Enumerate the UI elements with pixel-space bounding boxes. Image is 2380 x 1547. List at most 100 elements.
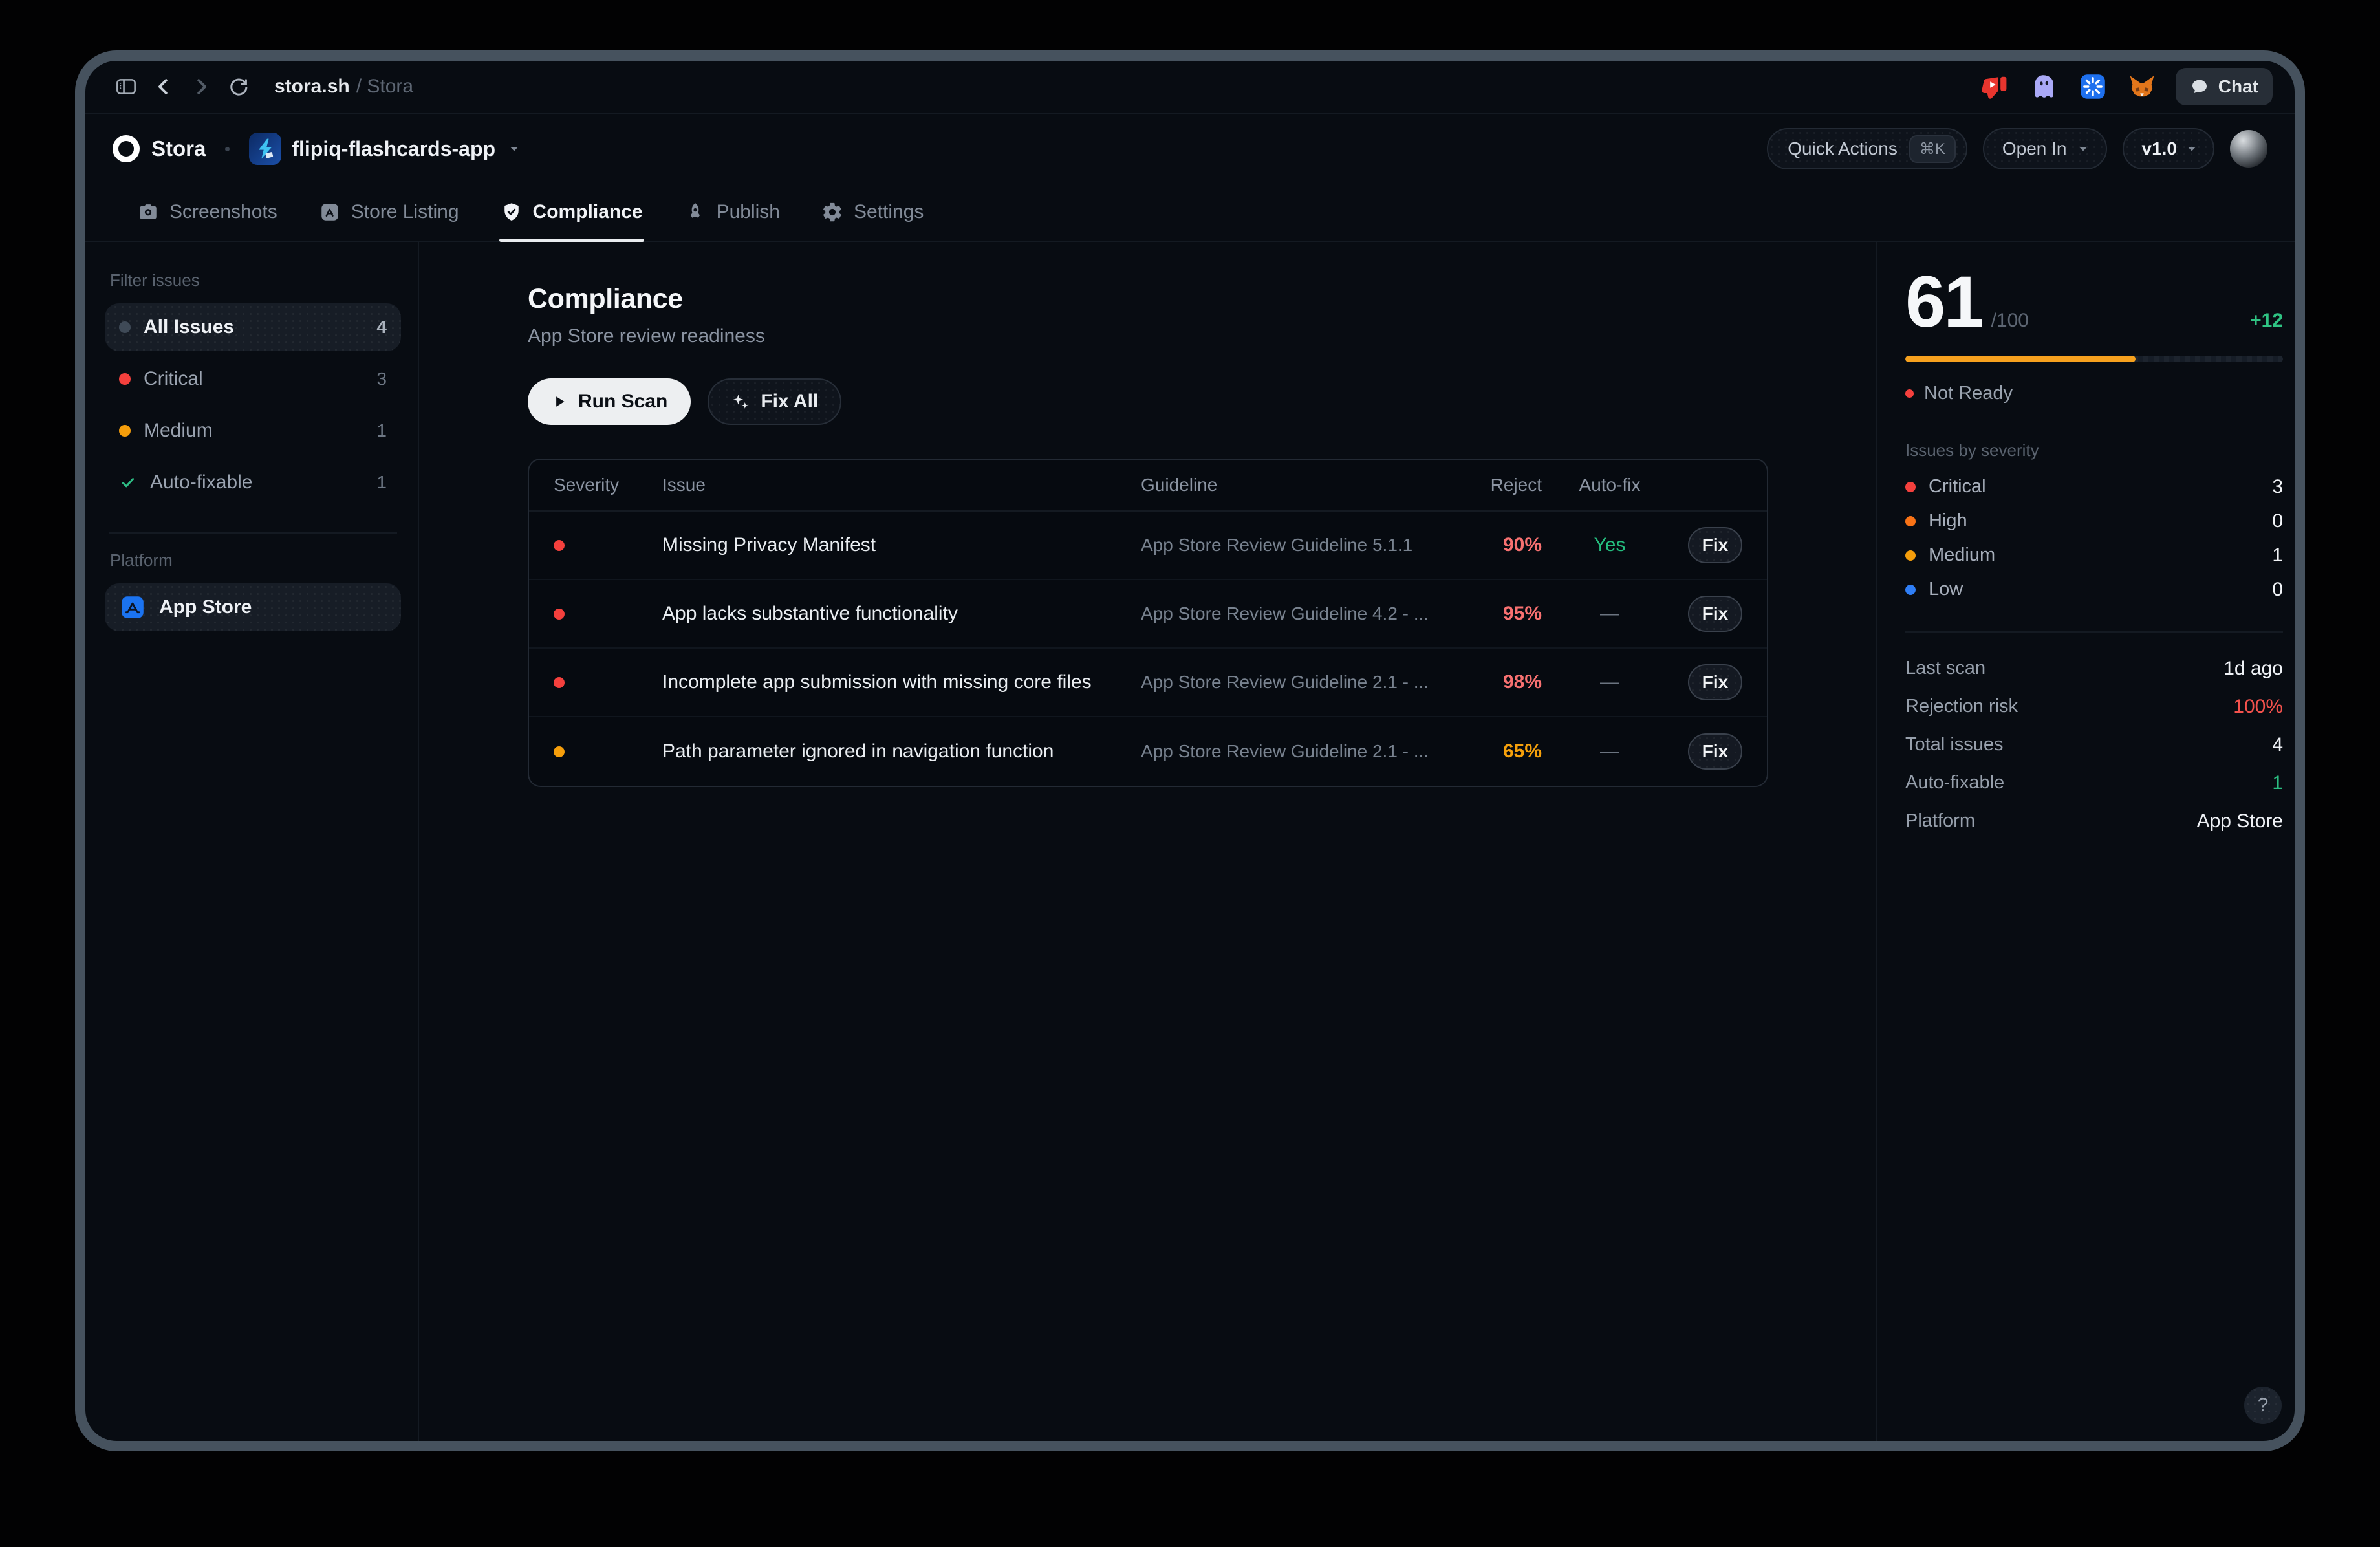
table-header: Severity Issue Guideline Reject Auto-fix bbox=[529, 460, 1767, 512]
fix-button[interactable]: Fix bbox=[1688, 664, 1742, 700]
severity-dot bbox=[554, 746, 565, 757]
run-scan-button[interactable]: Run Scan bbox=[528, 378, 691, 425]
table-row[interactable]: Missing Privacy Manifest App Store Revie… bbox=[529, 512, 1767, 580]
severity-dot bbox=[1905, 515, 1916, 526]
score-max: /100 bbox=[1991, 310, 2029, 331]
filter-item-critical[interactable]: Critical 3 bbox=[105, 355, 401, 403]
toolbar-right: Chat bbox=[1979, 68, 2273, 105]
stat-value: 1 bbox=[2272, 772, 2283, 794]
filter-item-label: Auto-fixable bbox=[150, 471, 253, 493]
sidebar-toggle-button[interactable] bbox=[107, 68, 145, 105]
brand-name: Stora bbox=[151, 136, 206, 160]
stat-value: 1d ago bbox=[2223, 657, 2283, 679]
chevron-down-icon bbox=[506, 140, 523, 157]
issues-table: Severity Issue Guideline Reject Auto-fix… bbox=[528, 459, 1768, 787]
tab-label: Compliance bbox=[532, 201, 643, 222]
check-icon bbox=[119, 473, 137, 492]
header-actions: Quick Actions ⌘K Open In v1.0 bbox=[1767, 128, 2267, 169]
user-avatar[interactable] bbox=[2230, 130, 2267, 168]
reload-icon bbox=[230, 78, 248, 96]
column-severity: Severity bbox=[554, 475, 620, 495]
column-guideline: Guideline bbox=[1141, 475, 1218, 495]
version-selector[interactable]: v1.0 bbox=[2122, 128, 2214, 169]
fix-button[interactable]: Fix bbox=[1688, 527, 1742, 563]
score-delta: +12 bbox=[2250, 310, 2283, 331]
address-bar[interactable]: stora.sh / Stora bbox=[274, 76, 413, 98]
status-dot bbox=[1905, 389, 1914, 398]
tab-bar: Screenshots Store Listing Compliance Pub… bbox=[85, 184, 2295, 242]
chat-button[interactable]: Chat bbox=[2175, 68, 2273, 105]
tab-screenshots[interactable]: Screenshots bbox=[137, 184, 277, 241]
app-header: Stora flipiq-flashcards-app Quick Action… bbox=[85, 114, 2295, 184]
reload-button[interactable] bbox=[220, 68, 257, 105]
tab-compliance[interactable]: Compliance bbox=[499, 184, 644, 242]
autofix-value: — bbox=[1600, 741, 1619, 762]
filter-item-auto-fixable[interactable]: Auto-fixable 1 bbox=[105, 459, 401, 506]
camera-icon bbox=[140, 204, 157, 219]
filter-item-count: 3 bbox=[376, 369, 387, 389]
severity-dot bbox=[119, 373, 131, 385]
platform-item-app-store[interactable]: App Store bbox=[105, 583, 401, 631]
spinner-extension-icon[interactable] bbox=[2077, 71, 2108, 102]
filter-item-count: 4 bbox=[376, 317, 387, 337]
severity-label: Low bbox=[1929, 579, 1964, 600]
dislike-extension-icon[interactable] bbox=[1979, 71, 2010, 102]
app-store-icon bbox=[321, 204, 338, 221]
brand[interactable]: Stora bbox=[113, 135, 206, 162]
severity-row-high: High 0 bbox=[1905, 504, 2283, 538]
url-path: / Stora bbox=[356, 76, 414, 97]
table-row[interactable]: Incomplete app submission with missing c… bbox=[529, 649, 1767, 717]
tab-publish[interactable]: Publish bbox=[684, 184, 780, 241]
severity-dot bbox=[1905, 584, 1916, 595]
page-title: Compliance bbox=[528, 283, 683, 314]
help-button[interactable]: ? bbox=[2244, 1387, 2282, 1424]
tab-label: Settings bbox=[853, 201, 924, 222]
filter-item-label: Critical bbox=[144, 368, 203, 389]
table-row[interactable]: Path parameter ignored in navigation fun… bbox=[529, 717, 1767, 786]
severity-label: Critical bbox=[1929, 476, 1986, 497]
severity-dot bbox=[554, 676, 565, 688]
browser-toolbar: stora.sh / Stora Chat bbox=[85, 61, 2295, 114]
reject-probability: 98% bbox=[1502, 671, 1542, 693]
stat-rejection-risk: Rejection risk 100% bbox=[1905, 687, 2283, 726]
severity-row-critical: Critical 3 bbox=[1905, 470, 2283, 504]
tab-store-listing[interactable]: Store Listing bbox=[319, 184, 459, 241]
play-icon bbox=[556, 396, 565, 407]
severity-count: 0 bbox=[2272, 578, 2283, 600]
app-name: flipiq-flashcards-app bbox=[292, 136, 496, 160]
action-buttons: Run Scan Fix All bbox=[528, 378, 1876, 425]
open-in-button[interactable]: Open In bbox=[1982, 128, 2107, 169]
autofix-value: Yes bbox=[1594, 534, 1626, 556]
quick-actions-button[interactable]: Quick Actions ⌘K bbox=[1767, 128, 1967, 169]
filter-section-label: Filter issues bbox=[110, 270, 200, 290]
ghost-extension-icon[interactable] bbox=[2028, 71, 2059, 102]
stat-value: 100% bbox=[2233, 695, 2283, 717]
sparkles-icon bbox=[733, 395, 748, 409]
issue-title: Missing Privacy Manifest bbox=[662, 534, 876, 556]
version-label: v1.0 bbox=[2141, 138, 2178, 158]
chevron-down-icon bbox=[2183, 140, 2200, 157]
severity-section-label: Issues by severity bbox=[1905, 440, 2039, 460]
stat-label: Last scan bbox=[1905, 658, 1986, 679]
severity-count: 1 bbox=[2272, 544, 2283, 566]
fox-extension-icon[interactable] bbox=[2126, 71, 2158, 102]
fix-button[interactable]: Fix bbox=[1688, 733, 1742, 770]
table-row[interactable]: App lacks substantive functionality App … bbox=[529, 580, 1767, 649]
stat-label: Total issues bbox=[1905, 734, 2004, 755]
filter-item-all-issues[interactable]: All Issues 4 bbox=[105, 303, 401, 351]
tab-label: Screenshots bbox=[169, 201, 277, 222]
fix-all-button[interactable]: Fix All bbox=[708, 378, 842, 425]
url-site: stora.sh bbox=[274, 76, 350, 97]
fix-button[interactable]: Fix bbox=[1688, 596, 1742, 632]
app-switcher[interactable]: flipiq-flashcards-app bbox=[249, 133, 523, 165]
severity-count: 3 bbox=[2272, 475, 2283, 497]
status-label: Not Ready bbox=[1924, 383, 2013, 404]
forward-button[interactable] bbox=[182, 68, 220, 105]
sidebar-toggle-icon bbox=[116, 79, 136, 94]
filter-item-medium[interactable]: Medium 1 bbox=[105, 407, 401, 455]
stat-value: App Store bbox=[2196, 810, 2283, 832]
main-content: Compliance App Store review readiness Ru… bbox=[419, 242, 1876, 1441]
back-button[interactable] bbox=[145, 68, 182, 105]
guideline-ref: App Store Review Guideline 4.2 - ... bbox=[1141, 603, 1429, 623]
tab-settings[interactable]: Settings bbox=[821, 184, 924, 241]
